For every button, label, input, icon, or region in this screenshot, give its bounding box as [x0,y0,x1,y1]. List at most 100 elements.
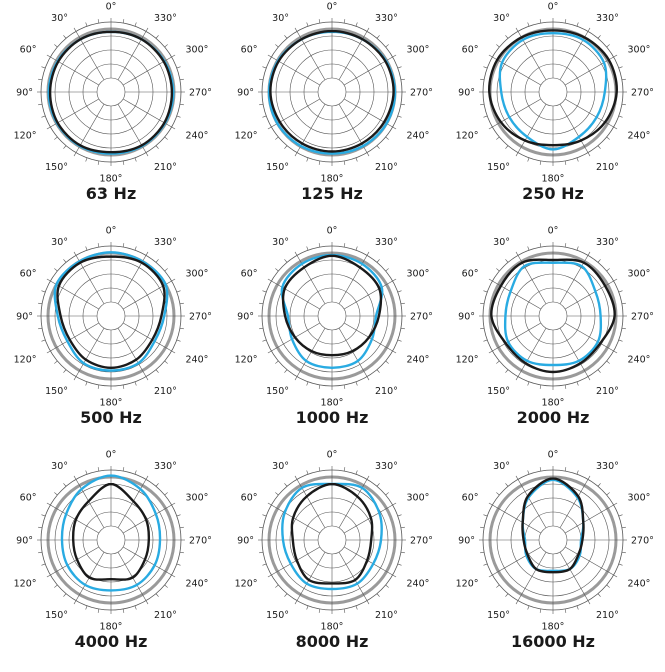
angle-tick [155,369,159,373]
angle-tick-label: 330° [596,461,619,472]
black-series-line [290,482,374,585]
angle-tick [145,600,149,605]
angle-tick [259,526,264,529]
angle-tick-label: 240° [186,355,209,366]
grid-spoke [517,31,547,81]
angle-tick [318,19,321,24]
grid-spoke [492,56,542,86]
angle-tick [343,608,346,613]
angle-tick [397,66,402,69]
angle-tick [488,126,493,130]
angle-tick [41,66,46,69]
angle-tick [343,19,346,24]
polar-svg: 0° 30° 60° 90° 120° 150° 180° 210° 240° 270° 300° 3… [456,2,654,185]
angle-tick [164,268,168,272]
angle-tick-label: 120° [235,355,258,366]
angle-tick [179,103,184,106]
angle-tick [259,327,264,330]
grid-ring [317,525,347,555]
grid-spoke [492,98,542,128]
angle-tick [262,115,267,118]
angle-tick [527,605,530,610]
angle-tick [85,22,88,27]
angle-tick [122,19,125,24]
angle-tick-label: 60° [20,493,37,504]
angle-tick-label: 330° [596,13,619,24]
grid-ring [317,301,347,331]
angle-tick-label: 120° [14,579,37,590]
angle-tick [539,243,542,248]
angle-tick-label: 180° [542,174,565,185]
angle-tick [46,502,51,506]
angle-tick [54,584,58,588]
angle-tick [576,605,579,610]
angle-tick [618,563,623,566]
angle-tick [171,54,176,58]
angle-tick [587,251,591,256]
angle-tick [355,22,358,27]
angle-tick [284,483,288,487]
polar-svg: 0° 30° 60° 90° 120° 150° 180° 210° 240° 270° 300° 3… [14,226,212,409]
grid-spoke [343,546,393,576]
angle-tick-label: 30° [272,461,289,472]
angle-tick [318,243,321,248]
angle-tick [376,35,380,39]
angle-tick-label: 240° [407,131,430,142]
angle-tick [262,66,267,69]
angle-tick [621,302,626,305]
grid-spoke [296,327,326,377]
polar-svg: 0° 30° 60° 90° 120° 150° 180° 210° 240° 270° 300° 3… [235,450,433,633]
angle-tick [122,384,125,389]
angle-tick [606,44,610,48]
angle-tick [134,605,137,610]
angle-tick [179,327,184,330]
angle-tick [63,35,67,39]
angle-tick-label: 150° [45,610,68,621]
grid-spoke [559,103,589,153]
angle-tick [385,44,389,48]
angle-tick [294,27,298,32]
angle-tick [164,360,168,364]
angle-tick-label: 30° [51,237,68,248]
angle-tick [392,54,397,58]
angle-tick [343,160,346,165]
polar-plot: 0° 30° 60° 90° 120° 150° 180° 210° 240° 270° 300° 3… [442,224,664,448]
angle-tick [355,157,358,162]
angle-tick-label: 90° [458,536,475,547]
angle-tick [505,369,509,373]
grid-ring [96,301,126,331]
grid-spoke [343,98,393,128]
angle-tick-label: 150° [487,162,510,173]
angle-tick-label: 150° [266,610,289,621]
angle-tick [505,259,509,263]
angle-tick [587,475,591,480]
angle-tick-label: 0° [106,2,117,13]
blue-series-line [503,261,603,367]
angle-tick [134,157,137,162]
angle-tick [515,27,519,32]
angle-tick [483,514,488,517]
angle-tick [515,376,519,381]
angle-tick [259,302,264,305]
angle-tick [400,103,405,106]
angle-tick [267,278,272,282]
angle-tick [587,376,591,381]
angle-tick-label: 60° [20,269,37,280]
angle-tick [171,126,176,130]
angle-tick [164,492,168,496]
angle-tick-label: 330° [154,237,177,248]
blue-series-line [498,32,608,151]
angle-tick-label: 0° [548,450,559,461]
angle-tick [179,302,184,305]
angle-tick [73,251,77,256]
angle-tick-label: 180° [100,622,123,633]
angle-tick [527,470,530,475]
angle-tick [97,243,100,248]
angle-tick [176,115,181,118]
angle-tick-label: 210° [596,162,619,173]
angle-tick [606,360,610,364]
grid-spoke [50,546,100,576]
angle-tick [376,259,380,263]
angle-tick [164,44,168,48]
